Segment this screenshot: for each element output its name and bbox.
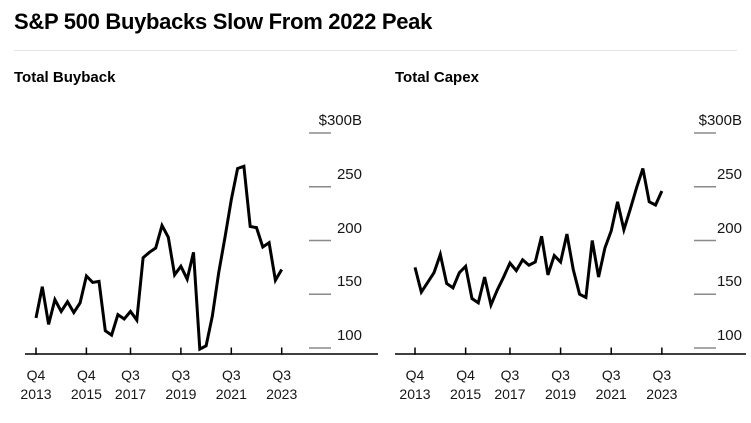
page-title: S&P 500 Buybacks Slow From 2022 Peak xyxy=(14,9,433,34)
buyback-panel-title: Total Buyback xyxy=(14,69,116,86)
title-divider xyxy=(14,50,737,51)
capex-series-line xyxy=(413,168,664,310)
buyback-series-line xyxy=(34,164,283,352)
capex-panel-title: Total Capex xyxy=(395,69,479,86)
